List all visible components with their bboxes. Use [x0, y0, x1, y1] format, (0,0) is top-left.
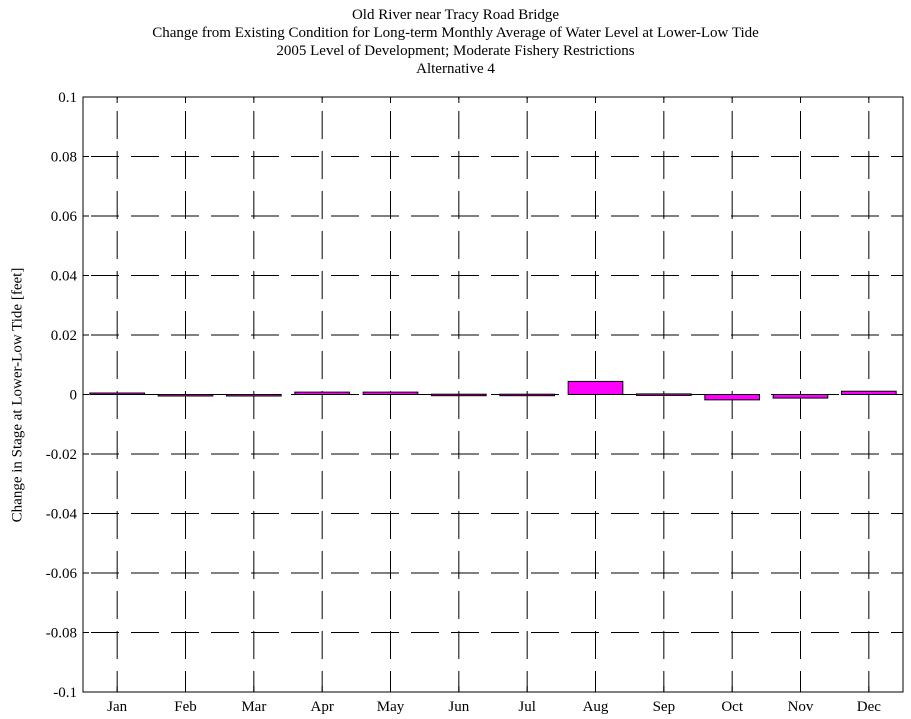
- chart-subtitle-2: 2005 Level of Development; Moderate Fish…: [276, 43, 635, 59]
- x-tick-label-feb: Feb: [174, 699, 197, 715]
- bar-feb: [157, 394, 214, 397]
- x-tick-label-may: May: [377, 699, 405, 715]
- y-tick-label: -0.1: [53, 685, 77, 701]
- bar-mar: [226, 394, 282, 397]
- bar-sep: [636, 393, 692, 396]
- x-tick-label-aug: Aug: [583, 699, 609, 715]
- bar-nov: [772, 394, 829, 399]
- x-tick-label-jan: Jan: [107, 699, 127, 715]
- chart-subtitle-3: Alternative 4: [416, 61, 495, 77]
- chart-subtitle-1: Change from Existing Condition for Long-…: [152, 25, 759, 41]
- y-tick-label: 0.08: [51, 150, 77, 166]
- x-tick-label-oct: Oct: [721, 699, 743, 715]
- x-tick-label-mar: Mar: [241, 699, 266, 715]
- bar-oct: [704, 394, 760, 401]
- bar-may: [362, 391, 419, 395]
- y-tick-label: 0.06: [51, 209, 78, 225]
- y-tick-label: -0.08: [46, 626, 77, 642]
- bar-apr: [294, 391, 351, 395]
- bar-jan: [89, 392, 146, 396]
- bar-jun: [431, 393, 487, 397]
- x-tick-label-jul: Jul: [518, 699, 536, 715]
- bar-dec: [841, 390, 897, 396]
- y-tick-label: -0.02: [46, 447, 77, 463]
- y-tick-label: -0.06: [46, 566, 78, 582]
- x-tick-label-dec: Dec: [857, 699, 881, 715]
- x-tick-label-sep: Sep: [653, 699, 676, 715]
- y-tick-label: -0.04: [46, 507, 78, 523]
- x-tick-label-nov: Nov: [788, 699, 814, 715]
- y-tick-label: 0.02: [51, 328, 77, 344]
- plot-frame: [82, 96, 904, 693]
- bar-aug: [567, 380, 624, 396]
- y-tick-label: 0.1: [58, 90, 77, 106]
- x-tick-label-apr: Apr: [311, 699, 334, 715]
- bar-jul: [499, 393, 556, 397]
- chart-title-block: Old River near Tracy Road Bridge Change …: [0, 6, 911, 78]
- chart-title: Old River near Tracy Road Bridge: [351, 7, 560, 23]
- y-tick-label: 0.04: [51, 269, 78, 285]
- y-tick-label: 0: [70, 388, 78, 404]
- x-tick-label-jun: Jun: [448, 699, 469, 715]
